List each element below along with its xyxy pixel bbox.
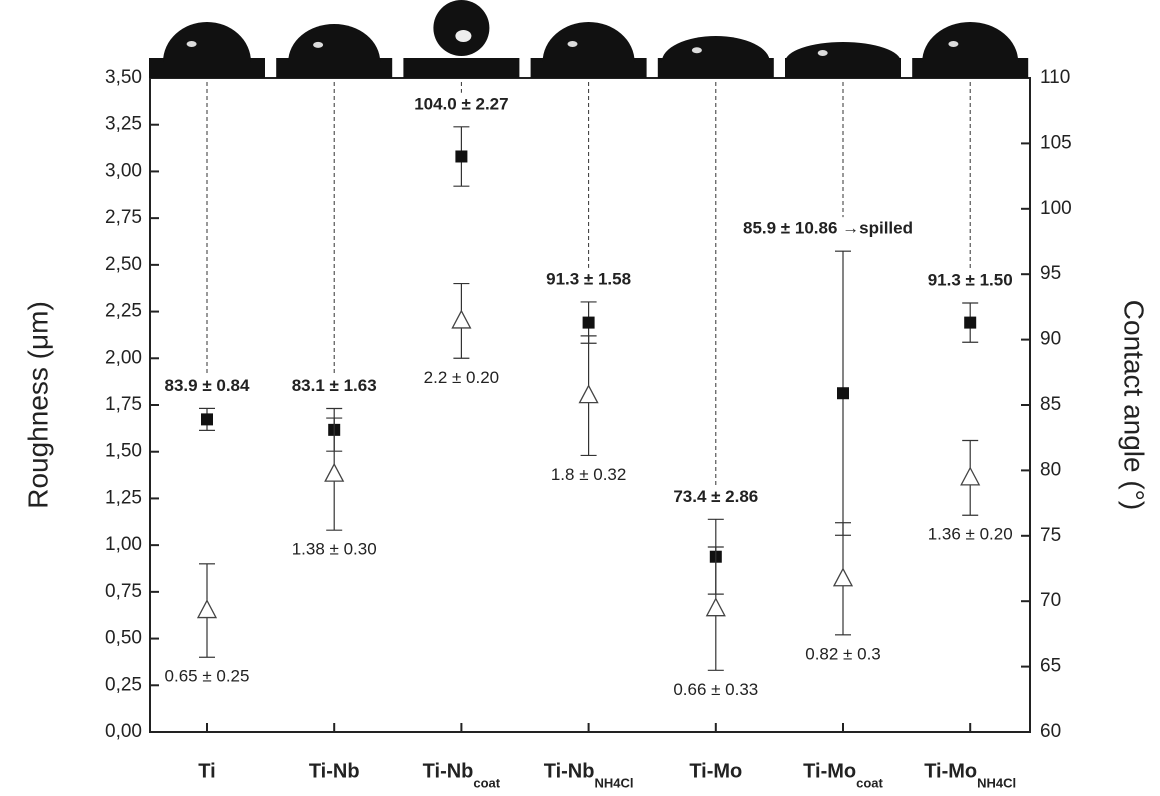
- value-label: 83.9 ± 0.84: [165, 376, 250, 395]
- triangle-marker: [452, 311, 470, 328]
- value-label: 1.36 ± 0.20: [928, 525, 1013, 544]
- y-tick-label: 2,50: [105, 254, 142, 275]
- y2-tick-label: 85: [1040, 394, 1061, 415]
- value-label: 104.0 ± 2.27: [414, 94, 508, 113]
- x-tick-label: Ti: [198, 760, 215, 782]
- square-marker: [201, 413, 213, 425]
- y-tick-label: 0,75: [105, 581, 142, 602]
- droplet-base: [403, 58, 519, 78]
- droplet-highlight: [313, 42, 323, 48]
- value-label: 83.1 ± 1.63: [292, 376, 377, 395]
- y2-axis-title: Contact angle (°): [1119, 300, 1150, 510]
- value-label: 91.3 ± 1.58: [546, 269, 631, 288]
- x-tick-label: Ti-Mo: [803, 760, 856, 782]
- value-label: 91.3 ± 1.50: [928, 270, 1013, 289]
- x-tick-subscript: NH4Cl: [977, 775, 1016, 790]
- droplet: [912, 22, 1028, 78]
- y2-tick-label: 105: [1040, 132, 1072, 153]
- droplet-highlight: [692, 47, 702, 53]
- value-label: 73.4 ± 2.86: [673, 487, 758, 506]
- y-tick-label: 2,00: [105, 347, 142, 368]
- y2-tick-label: 60: [1040, 721, 1061, 742]
- value-label: 85.9 ± 10.86 →spilled: [743, 219, 913, 238]
- droplet-cap: [288, 24, 380, 62]
- droplet-highlight: [187, 41, 197, 47]
- y2-tick-label: 90: [1040, 329, 1061, 350]
- droplet: [403, 0, 519, 78]
- y-tick-label: 3,25: [105, 114, 142, 135]
- x-tick-label: Ti-Mo: [689, 760, 742, 782]
- droplet-sphere: [433, 0, 489, 56]
- value-label: 0.82 ± 0.3: [805, 644, 881, 663]
- value-label: 0.66 ± 0.33: [673, 680, 758, 699]
- y-tick-label: 2,75: [105, 207, 142, 228]
- droplet: [785, 42, 901, 78]
- y2-tick-label: 80: [1040, 459, 1061, 480]
- droplet-highlight: [455, 30, 471, 42]
- droplet: [276, 24, 392, 78]
- y-tick-label: 1,75: [105, 394, 142, 415]
- droplet: [149, 22, 265, 78]
- y2-tick-label: 65: [1040, 656, 1061, 677]
- triangle-marker: [580, 386, 598, 403]
- square-marker: [455, 150, 467, 162]
- droplet-cap: [922, 22, 1018, 62]
- x-tick-label: Ti-Mo: [924, 760, 977, 782]
- y-tick-label: 1,50: [105, 441, 142, 462]
- droplet: [658, 36, 774, 78]
- triangle-marker: [198, 601, 216, 618]
- droplet-highlight: [948, 41, 958, 47]
- droplet-cap: [163, 22, 251, 62]
- y-tick-label: 2,25: [105, 301, 142, 322]
- x-tick-label: Ti-Nb: [309, 760, 360, 782]
- y-tick-label: 3,00: [105, 160, 142, 181]
- x-tick-subscript: coat: [856, 775, 883, 790]
- square-marker: [837, 387, 849, 399]
- triangle-marker: [325, 464, 343, 481]
- y-tick-label: 0,00: [105, 721, 142, 742]
- droplet-cap: [662, 36, 770, 62]
- chart: Roughness (μm) Contact angle (°) 0,00 0,2…: [0, 0, 1160, 796]
- x-tick-subscript: coat: [473, 775, 500, 790]
- square-marker: [964, 317, 976, 329]
- droplet-highlight: [818, 50, 828, 56]
- droplet: [531, 22, 647, 78]
- y-axis-title: Roughness (μm): [22, 301, 53, 509]
- value-label: 0.65 ± 0.25: [165, 667, 250, 686]
- y2-tick-label: 95: [1040, 263, 1061, 284]
- value-label: 1.38 ± 0.30: [292, 540, 377, 559]
- y-tick-label: 0,25: [105, 674, 142, 695]
- x-tick-subscript: NH4Cl: [594, 775, 633, 790]
- triangle-marker: [834, 569, 852, 586]
- value-label: 2.2 ± 0.20: [424, 368, 500, 387]
- droplet-cap: [785, 42, 901, 62]
- x-tick-label: Ti-Nb: [544, 760, 595, 782]
- y-tick-label: 0,50: [105, 628, 142, 649]
- y-tick-label: 1,25: [105, 487, 142, 508]
- y2-tick-label: 100: [1040, 198, 1072, 219]
- plot-frame: [150, 78, 1030, 732]
- y-tick-label: 3,50: [105, 67, 142, 88]
- y2-tick-label: 75: [1040, 525, 1061, 546]
- y-tick-label: 1,00: [105, 534, 142, 555]
- y2-tick-label: 110: [1040, 67, 1070, 88]
- square-marker: [583, 317, 595, 329]
- droplet-cap: [543, 22, 635, 62]
- x-tick-label: Ti-Nb: [423, 760, 474, 782]
- triangle-marker: [961, 468, 979, 485]
- droplet-highlight: [568, 41, 578, 47]
- triangle-marker: [707, 599, 725, 616]
- y2-tick-label: 70: [1040, 590, 1061, 611]
- value-label: 1.8 ± 0.32: [551, 465, 627, 484]
